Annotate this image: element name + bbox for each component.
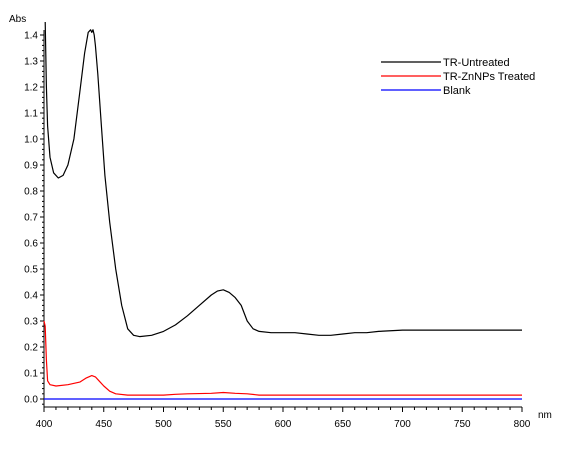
series-layer [43, 21, 522, 400]
x-tick-label: 650 [334, 419, 351, 430]
legend-label-tr-untreated: TR-Untreated [443, 57, 510, 69]
y-tick-label: 1.2 [24, 83, 38, 94]
x-tick-label: 400 [36, 419, 53, 430]
y-tick-label: 1.3 [24, 57, 38, 68]
x-tick-label: 500 [155, 419, 172, 430]
x-tick-label: 700 [394, 419, 411, 430]
x-tick-label: 450 [95, 419, 112, 430]
y-tick-label: 0.9 [24, 161, 38, 172]
y-tick-label: 0.5 [24, 265, 38, 276]
x-tick-label: 600 [275, 419, 292, 430]
y-tick-label: 1.1 [24, 109, 38, 120]
x-tick-label: 550 [215, 419, 232, 430]
y-tick-label: 1.4 [24, 31, 38, 42]
tr-untreated-line [44, 21, 522, 338]
y-axis-label: Abs [9, 14, 26, 25]
y-tick-label: 0.3 [24, 317, 38, 328]
y-tick-label: 0.6 [24, 239, 38, 250]
legend: TR-Untreated TR-ZnNPs Treated Blank [381, 57, 535, 97]
y-tick-label: 0.8 [24, 187, 38, 198]
y-tick-label: 1.0 [24, 135, 38, 146]
y-tick-label: 0.2 [24, 343, 38, 354]
y-tick-label: 0.4 [24, 291, 38, 302]
x-tick-label: 750 [454, 419, 471, 430]
x-tick-label: 800 [514, 419, 531, 430]
tr-znnps-treated-line [43, 320, 522, 396]
y-tick-label: 0.7 [24, 213, 38, 224]
y-tick-label: 0.1 [24, 369, 38, 380]
axes: 0.0 0.1 0.2 0.3 0.4 0.5 0.6 0.7 0.8 0.9 1.0 1.1 1.2 1… [24, 30, 531, 430]
legend-label-blank: Blank [443, 85, 471, 97]
y-tick-label: 0.0 [24, 395, 38, 406]
x-axis-label: nm [538, 410, 552, 421]
legend-label-tr-znnps-treated: TR-ZnNPs Treated [443, 71, 535, 83]
